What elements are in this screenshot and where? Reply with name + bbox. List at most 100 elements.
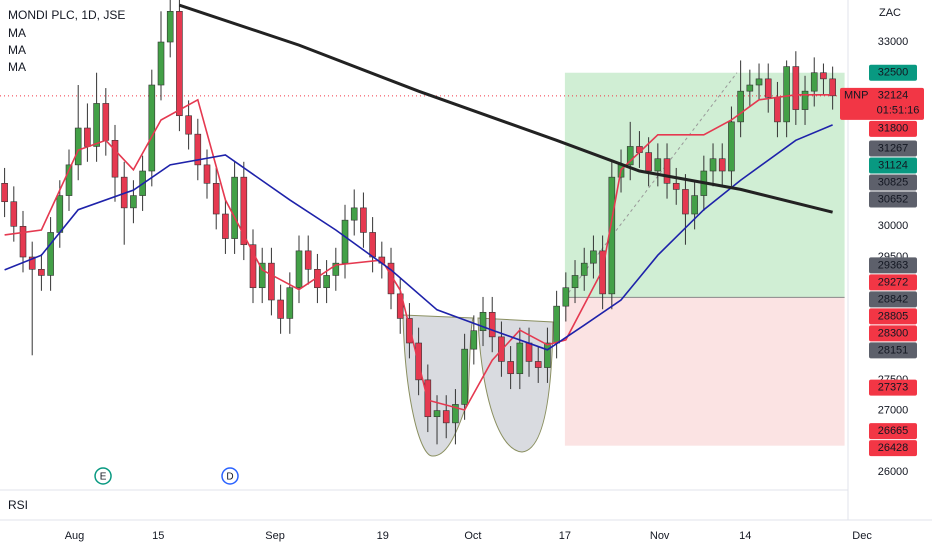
candle-body (783, 66, 790, 123)
candle-body (47, 232, 54, 276)
candle-body (323, 275, 330, 289)
candle-body (387, 262, 395, 295)
price-badge-label: 32500 (878, 67, 909, 79)
price-badge (869, 342, 917, 359)
candle-body (130, 195, 137, 209)
candle-body (672, 182, 680, 190)
candle-body (56, 195, 64, 233)
candle-body (810, 72, 818, 92)
candle-body (571, 275, 579, 289)
legend-entry: MA (8, 60, 26, 74)
price-badge (869, 308, 917, 325)
moving-average (4, 94, 833, 411)
candle-body (553, 305, 560, 344)
loss-zone (564, 297, 845, 446)
moving-average (4, 124, 833, 351)
event-marker (221, 467, 239, 485)
candle-body (433, 410, 441, 418)
price-badge (869, 291, 917, 308)
candle-body (663, 158, 671, 184)
candle-body (718, 158, 726, 172)
candle-body (304, 250, 312, 270)
candle-body (194, 133, 202, 166)
price-badge-label: 31800 (878, 123, 909, 135)
cup-pattern (477, 317, 554, 453)
candle-body (277, 299, 284, 319)
position-path (564, 72, 738, 298)
candle-body (111, 139, 119, 178)
candle-body (479, 311, 487, 332)
candle-body (203, 164, 211, 184)
candle-body (820, 72, 827, 80)
price-badge-label: 30825 (878, 176, 909, 188)
event-label: E (100, 472, 107, 483)
candle-body (829, 78, 836, 97)
candle-body (268, 262, 275, 301)
candle-body (764, 78, 772, 98)
moving-average (178, 3, 833, 214)
price-badge-label: 28842 (878, 293, 909, 305)
candle-body (470, 330, 478, 350)
price-badge (869, 174, 917, 191)
chart-title: MONDI PLC, 1D, JSE (8, 8, 125, 22)
candle-body (709, 158, 717, 172)
price-badge (869, 440, 917, 457)
candle-body (19, 225, 27, 258)
candle-body (93, 103, 100, 147)
candle-body (516, 342, 524, 375)
x-tick-label: Nov (650, 530, 670, 542)
price-badge-label: 26665 (878, 425, 909, 437)
price-badge-label: 28151 (878, 344, 909, 356)
candle-body (396, 293, 404, 319)
x-tick-label: Oct (464, 530, 481, 542)
candle-body (746, 84, 754, 92)
event-label: D (226, 472, 233, 483)
x-tick-label: 19 (377, 530, 389, 542)
price-badge (869, 257, 917, 274)
candle-body (488, 311, 496, 338)
last-price-badge (840, 87, 924, 120)
candle-body (38, 268, 45, 276)
candle-body (452, 404, 459, 424)
candle-body (249, 244, 257, 289)
candle-body (84, 127, 91, 147)
candle-body (599, 250, 606, 295)
candle-body (580, 262, 588, 276)
candle-body (28, 256, 36, 270)
x-tick-label: Sep (265, 530, 285, 542)
candle-body (240, 176, 248, 246)
x-tick-label: 17 (559, 530, 571, 542)
price-badge (869, 140, 917, 157)
candle-body (590, 250, 597, 264)
price-badge (869, 64, 917, 81)
indicator-label: RSI (8, 498, 28, 512)
x-tick-label: Aug (65, 530, 85, 542)
candle-body (74, 127, 82, 166)
price-badge-label: 30652 (878, 193, 909, 205)
price-badge-label: 29272 (878, 276, 909, 288)
legend-entry: MA (8, 26, 26, 40)
candle-body (222, 213, 229, 239)
candle-body (691, 195, 698, 215)
candle-body (525, 342, 533, 362)
price-badge (869, 157, 917, 174)
y-tick-label: 30000 (878, 220, 909, 232)
candle-body (102, 103, 110, 141)
price-badge-label: 27373 (878, 382, 909, 394)
countdown-label: 01:51:16 (877, 105, 920, 117)
candle-body (65, 164, 73, 196)
price-badge (869, 423, 917, 440)
candle-body (176, 11, 183, 117)
x-tick-label: 14 (739, 530, 751, 542)
currency-label: ZAC (879, 7, 901, 19)
price-badge (869, 274, 917, 291)
y-tick-label: 33000 (878, 36, 909, 48)
price-badge-label: 26428 (878, 442, 909, 454)
candle-body (774, 96, 781, 123)
candle-body (1, 182, 8, 203)
candle-body (332, 262, 340, 276)
event-marker (94, 467, 112, 485)
price-badge (869, 191, 917, 208)
candle-body (157, 41, 165, 86)
x-tick-label: 15 (152, 530, 164, 542)
